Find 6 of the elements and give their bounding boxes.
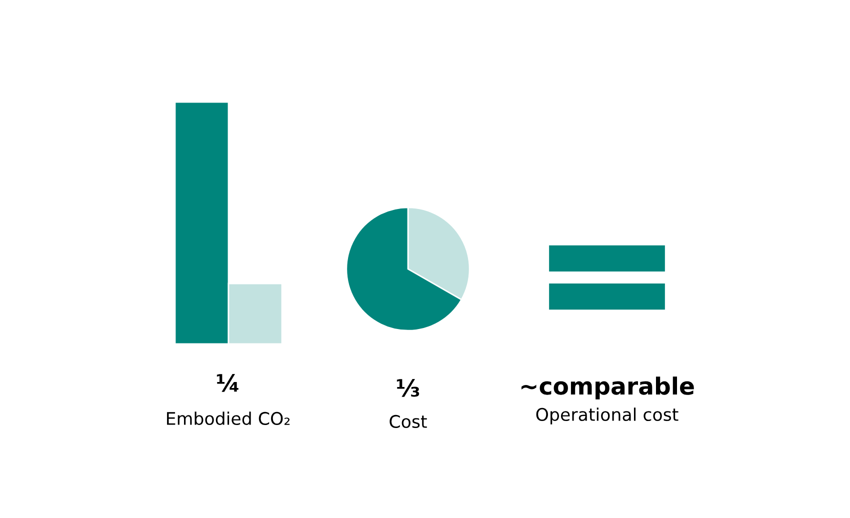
text: ⅓ xyxy=(396,378,420,397)
text: Cost xyxy=(390,414,427,428)
text: ¼ xyxy=(216,374,238,392)
text: ~comparable xyxy=(521,376,694,400)
text: Embodied CO₂ xyxy=(167,412,290,426)
text: Operational cost xyxy=(536,408,678,424)
